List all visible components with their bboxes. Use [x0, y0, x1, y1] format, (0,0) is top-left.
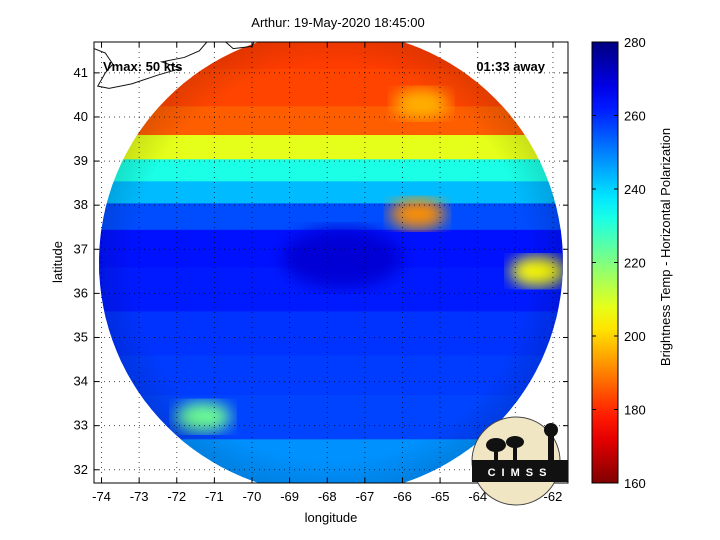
y-tick-label: 32 [74, 462, 88, 477]
colorbar-label: Brightness Temp - Horizontal Polarizatio… [658, 128, 673, 366]
vmax-annotation: Vmax: 50 kts [103, 59, 183, 74]
y-tick-label: 36 [74, 285, 88, 300]
x-tick-label: -69 [280, 489, 299, 504]
logo-dish-stand-1 [494, 447, 498, 461]
y-tick-label: 33 [74, 418, 88, 433]
y-tick-label: 38 [74, 197, 88, 212]
x-axis-label: longitude [305, 510, 358, 525]
cimss-logo: CIMSS [471, 416, 568, 506]
coastline [94, 42, 255, 89]
coast-line [94, 42, 208, 89]
colorbar [592, 42, 618, 483]
logo-base [472, 460, 568, 482]
x-tick-label: -72 [167, 489, 186, 504]
colorbar-tick-label: 160 [624, 476, 646, 491]
y-axis-label: latitude [50, 241, 65, 283]
x-tick-label: -65 [431, 489, 450, 504]
logo-text: CIMSS [488, 467, 553, 479]
swath-edge [99, 42, 563, 483]
logo-dish-stand-2 [513, 444, 517, 460]
x-tick-label: -70 [243, 489, 262, 504]
x-tick-label: -68 [318, 489, 337, 504]
x-tick-label: -62 [544, 489, 563, 504]
y-tick-label: 37 [74, 241, 88, 256]
colorbar-tick-label: 200 [624, 329, 646, 344]
x-tick-label: -73 [130, 489, 149, 504]
logo-tower [548, 435, 554, 463]
colorbar-tick-label: 220 [624, 256, 646, 271]
x-tick-label: -71 [205, 489, 224, 504]
y-tick-label: 41 [74, 65, 88, 80]
x-tick-label: -66 [393, 489, 412, 504]
y-axis: 32 33 34 35 36 37 38 39 40 41 [74, 65, 568, 477]
y-tick-label: 40 [74, 109, 88, 124]
x-tick-label: -64 [468, 489, 487, 504]
logo-dish-1 [486, 438, 506, 452]
logo-tower-top [544, 423, 558, 437]
x-tick-label: -67 [355, 489, 374, 504]
colorbar-tick-label: 280 [624, 35, 646, 50]
colorbar-tick-label: 180 [624, 403, 646, 418]
colorbar-tick-label: 240 [624, 182, 646, 197]
y-tick-label: 39 [74, 153, 88, 168]
x-tick-label: -74 [92, 489, 111, 504]
plot-frame [93, 41, 569, 484]
coast-line [225, 42, 255, 50]
time-away-annotation: 01:33 away [476, 59, 545, 74]
y-tick-label: 34 [74, 374, 88, 389]
chart-title: Arthur: 19-May-2020 18:45:00 [251, 15, 424, 30]
colorbar-tick-label: 260 [624, 109, 646, 124]
logo-dish-2 [506, 436, 524, 448]
y-tick-label: 35 [74, 329, 88, 344]
colorbar-ticks: 160 180 200 220 240 260 280 [592, 35, 646, 491]
